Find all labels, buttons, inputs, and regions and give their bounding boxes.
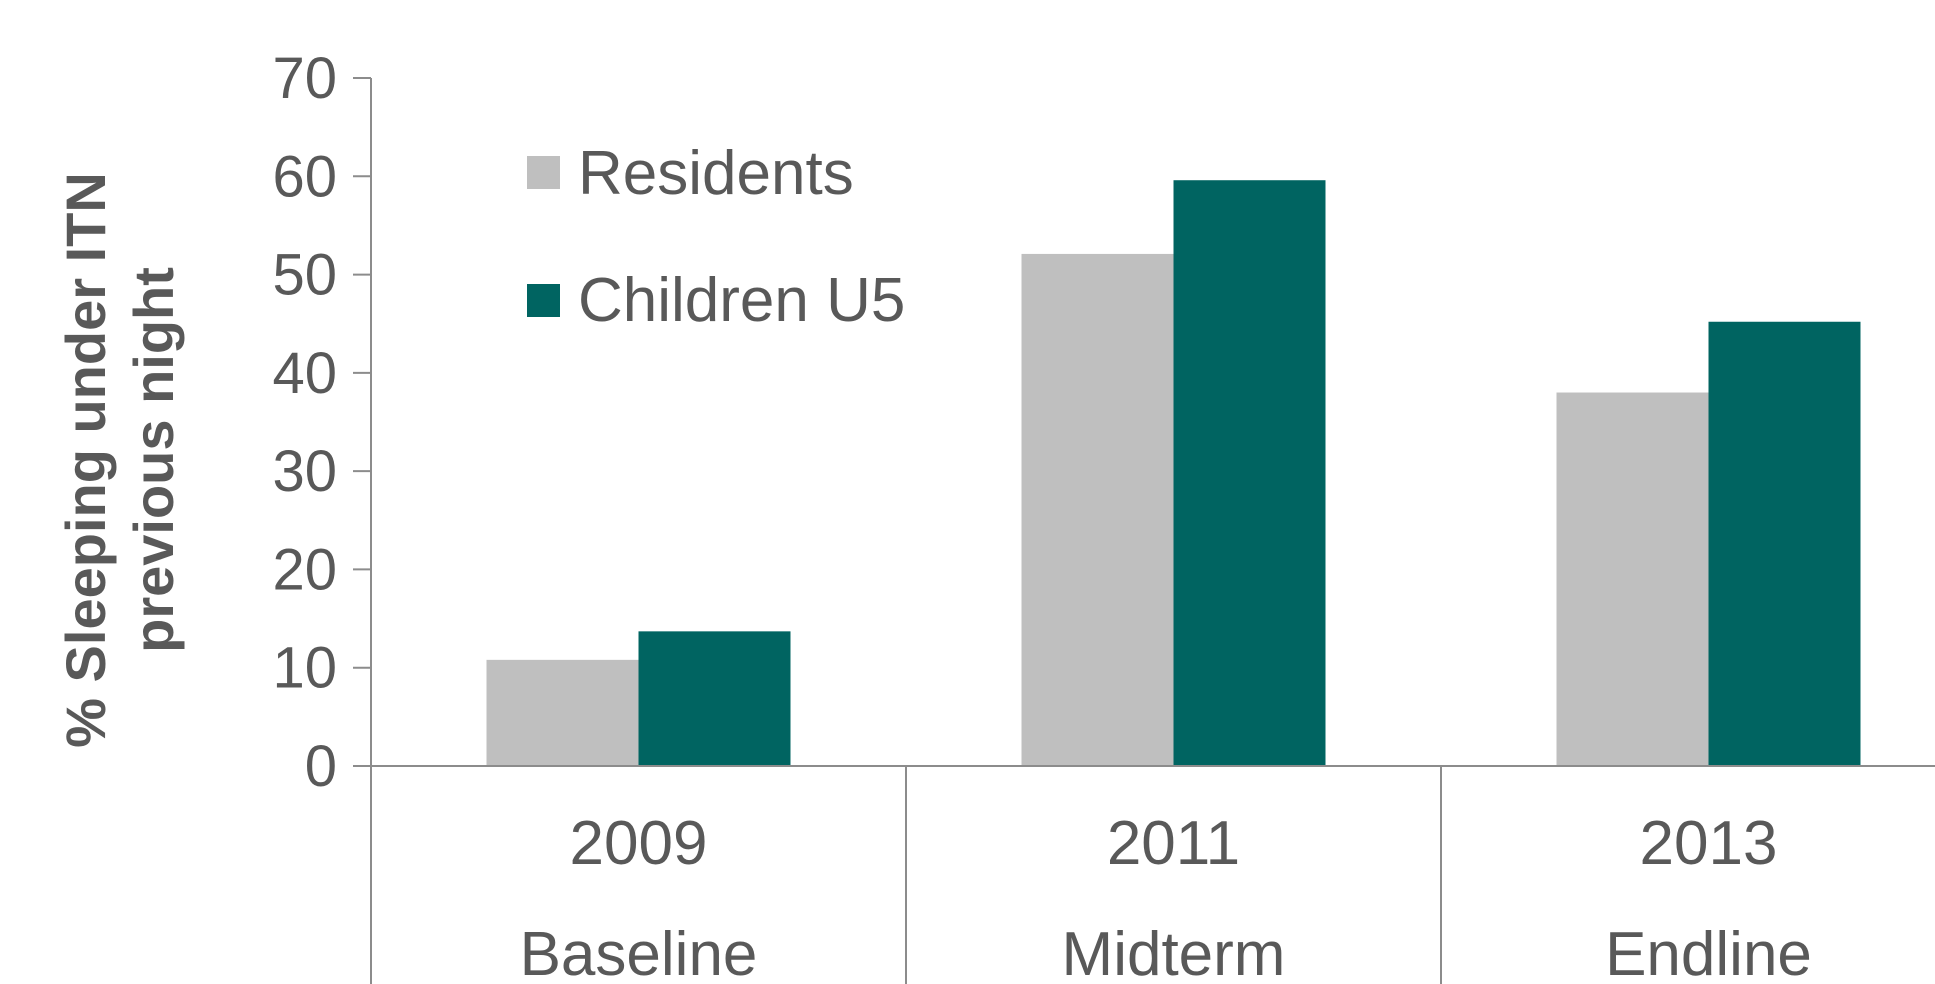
bar-children-u5-2013 [1708,321,1861,766]
y-tick-label: 50 [272,243,337,308]
legend-swatch-residents [527,156,560,189]
bar-residents-2009 [486,659,639,766]
x-category-sublabel: Baseline [520,920,758,984]
x-category-label: 2011 [1107,809,1240,878]
x-category-sublabel: Endline [1605,920,1812,984]
x-category-label: 2013 [1640,809,1778,878]
y-tick-label: 70 [272,46,337,111]
y-tick-label: 60 [272,144,337,209]
bar-residents-2011 [1021,253,1174,767]
y-tick-label: 30 [272,439,337,504]
bars [486,180,1861,767]
legend-swatch-children-u5 [527,284,560,317]
y-axis-title: % Sleeping under ITN previous night [54,172,185,748]
x-category-sublabel: Midterm [1062,920,1286,984]
bar-children-u5-2009 [638,631,791,766]
bar-residents-2013 [1556,392,1709,766]
legend-label-children-u5: Children U5 [578,266,905,335]
y-tick-label: 40 [272,341,337,406]
y-axis: 0 10 20 30 40 50 60 70 [272,46,372,799]
y-axis-title-line-1: % Sleeping under ITN [54,172,117,748]
y-axis-title-line-2: previous night [122,267,185,653]
y-tick-label: 0 [305,734,337,799]
y-tick-label: 20 [272,537,337,602]
x-category-label: 2009 [570,809,708,878]
legend: Residents Children U5 [527,139,905,335]
x-axis: 2009 Baseline 2011 Midterm 2013 Endline [353,765,1935,984]
bar-children-u5-2011 [1173,180,1326,766]
legend-label-residents: Residents [578,139,854,208]
y-tick-label: 10 [272,636,337,701]
